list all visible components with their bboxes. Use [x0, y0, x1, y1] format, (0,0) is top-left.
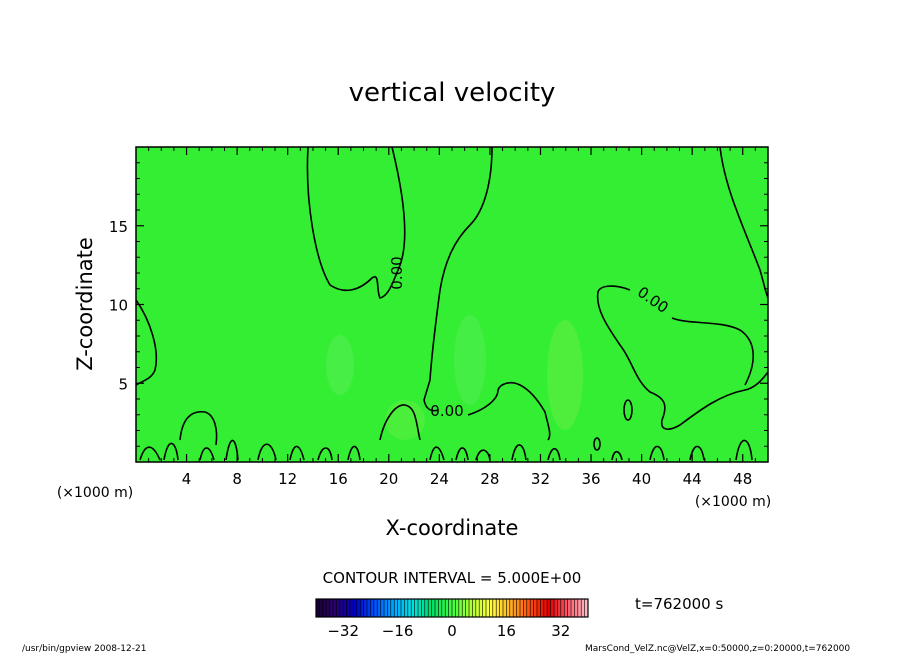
x-tick-label: 8 [232, 470, 242, 488]
x-tick-label: 28 [480, 470, 499, 488]
contour-line [423, 146, 493, 412]
colorbar-tick-label: 0 [447, 622, 457, 640]
x-unit-label-left: (×1000 m) [57, 485, 133, 501]
x-tick-label: 40 [632, 470, 651, 488]
plot-area: 0.00 0.00 0.00 4 8 12 16 20 24 28 32 36 40 44 48 51… [109, 146, 769, 488]
contour-line [596, 285, 769, 430]
velocity-field [136, 147, 768, 462]
y-tick-label: 15 [109, 218, 128, 236]
y-tick-label: 5 [118, 375, 128, 393]
colorbar-tick-label: −32 [327, 622, 359, 640]
time-label: t=762000 s [635, 595, 723, 613]
x-tick-label: 36 [581, 470, 600, 488]
contour-line [623, 399, 633, 421]
contour-line [179, 411, 218, 446]
contour-line [467, 382, 551, 441]
colorbar [315, 598, 589, 618]
field-patch [454, 315, 486, 405]
x-tick-label: 44 [683, 470, 702, 488]
x-axis: 4 8 12 16 20 24 28 32 36 40 44 48 [148, 147, 756, 488]
x-tick-label: 24 [430, 470, 449, 488]
chart-title: vertical velocity [349, 78, 556, 108]
x-tick-label: 32 [531, 470, 550, 488]
y-tick-label: 10 [109, 297, 128, 315]
x-tick-label: 48 [733, 470, 752, 488]
x-tick-label: 12 [278, 470, 297, 488]
x-tick-label: 16 [329, 470, 348, 488]
contour-label: 0.00 [430, 402, 463, 420]
x-tick-label: 4 [182, 470, 192, 488]
footer-right: MarsCond_VelZ.nc@VelZ,x=0:50000,z=0:2000… [585, 644, 850, 654]
contour-interval-text: CONTOUR INTERVAL = 5.000E+00 [323, 569, 582, 587]
contour-line [671, 317, 755, 386]
footer-left: /usr/bin/gpview 2008-12-21 [22, 644, 146, 654]
colorbar-ticks: −32 −16 0 16 32 [327, 622, 570, 640]
field-patch [326, 335, 354, 395]
x-axis-label: X-coordinate [386, 516, 519, 540]
colorbar-tick-label: 32 [551, 622, 570, 640]
colorbar-tick-label: 16 [497, 622, 516, 640]
contour-lines [135, 146, 769, 461]
x-tick-label: 20 [379, 470, 398, 488]
contour-line [379, 404, 421, 441]
contour-label: 0.00 [388, 256, 406, 289]
x-unit-label-right: (×1000 m) [695, 494, 771, 510]
colorbar-tick-label: −16 [382, 622, 414, 640]
y-axis: 5 10 15 [109, 162, 768, 447]
field-patch [547, 320, 583, 430]
contour-line [139, 439, 753, 461]
y-axis-label: Z-coordinate [73, 237, 97, 371]
contour-line [306, 146, 406, 299]
contour-line [135, 299, 158, 386]
contour-line [593, 437, 601, 451]
colorbar-frame [315, 598, 589, 618]
